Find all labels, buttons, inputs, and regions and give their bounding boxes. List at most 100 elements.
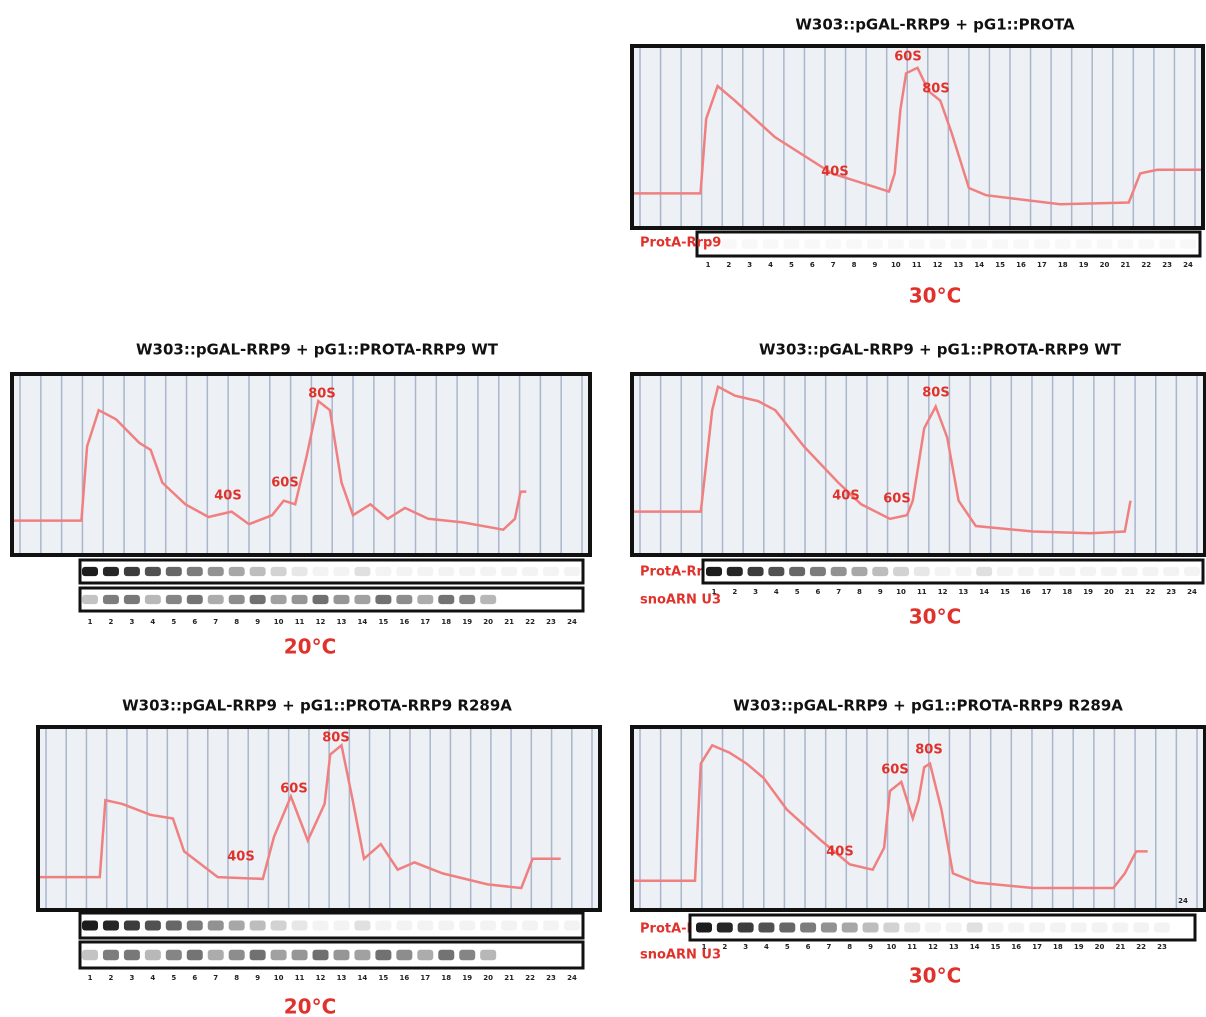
blot-band (249, 566, 266, 577)
lane-number: 17 (1032, 943, 1042, 951)
blot-band (564, 920, 580, 931)
blot-band (375, 920, 392, 931)
lane-number: 19 (1079, 261, 1089, 269)
lane-number: 6 (810, 261, 815, 269)
blot-band (438, 949, 455, 961)
blot-band (763, 239, 779, 249)
lane-number: 2 (722, 943, 727, 951)
blot-band (1154, 922, 1170, 933)
absorbance-profile (632, 743, 1148, 890)
peak-label: 80S (922, 82, 949, 97)
blot-band (312, 594, 329, 605)
blot-band (522, 566, 539, 577)
lane-number: 19 (462, 974, 472, 982)
blot-band (1029, 922, 1046, 933)
lane-number: 8 (234, 618, 239, 626)
lane-number: 10 (274, 618, 284, 626)
blot-band (1034, 239, 1050, 249)
lane-number: 24 (1187, 588, 1197, 596)
lane-number: 5 (789, 261, 794, 269)
lane-number: 1 (88, 974, 93, 982)
lane-number: 20 (483, 618, 493, 626)
lane-number: 24 (567, 974, 577, 982)
blot-band (228, 566, 245, 577)
blot-band (144, 920, 161, 931)
lane-number: 5 (785, 943, 790, 951)
blot-strip (695, 230, 1202, 258)
lane-number: 14 (358, 974, 368, 982)
profile-frame (10, 372, 592, 557)
peak-label: 60S (280, 782, 307, 797)
absorbance-profile (38, 743, 561, 890)
blot-band (830, 566, 847, 577)
blot-band (883, 922, 900, 933)
profile-background (12, 374, 590, 555)
peak-label: 60S (883, 492, 910, 507)
lane-number: 10 (896, 588, 906, 596)
blot-band (1013, 239, 1029, 249)
blot-band (186, 566, 203, 577)
lane-number: 18 (1053, 943, 1063, 951)
peak-label: 60S (894, 50, 921, 65)
blot-band (207, 566, 224, 577)
blot-band (1180, 239, 1196, 249)
temperature: 30°C (909, 284, 962, 308)
blot-band (862, 922, 879, 933)
lane-number: 17 (1042, 588, 1052, 596)
lane-number: 3 (129, 974, 134, 982)
band-label: snoARN U3 (640, 948, 721, 963)
blot-band (925, 922, 941, 933)
blot-band (333, 949, 350, 961)
lane-number: 14 (358, 618, 368, 626)
lane-number: 8 (847, 943, 852, 951)
lane-number: 6 (192, 618, 197, 626)
blot-band (913, 566, 930, 577)
blot-band (996, 566, 1013, 577)
lane-number: 17 (420, 618, 430, 626)
blot-band (291, 594, 308, 605)
blot-band (846, 239, 862, 249)
blot-band (742, 239, 758, 249)
peak-label: 40S (826, 845, 853, 860)
peak-label: 60S (881, 763, 908, 778)
blot-band (800, 922, 817, 933)
blot-band (501, 920, 518, 931)
blot-band (270, 566, 287, 577)
lane-number: 22 (1141, 261, 1151, 269)
lane-number: 14 (974, 261, 984, 269)
lane-number: 19 (1074, 943, 1084, 951)
blot-band (123, 949, 140, 961)
blot-band (721, 239, 737, 249)
blot-band (333, 594, 350, 605)
lane-number: 10 (886, 943, 896, 951)
lane-number: 22 (1146, 588, 1156, 596)
lane-number: 1 (706, 261, 711, 269)
blot-strip (701, 558, 1205, 585)
blot-band (1133, 922, 1150, 933)
blot-band (102, 594, 119, 605)
lane-number: 11 (912, 261, 922, 269)
panel-title: W303::pGAL-RRP9 + pG1::PROTA-RRP9 WT (136, 341, 499, 359)
profile-frame (630, 44, 1205, 230)
blot-band (459, 920, 476, 931)
blot-band (696, 922, 712, 933)
lane-number: 23 (546, 618, 556, 626)
blot-band (1070, 922, 1087, 933)
blot-band (123, 920, 140, 931)
blot-band (851, 566, 868, 577)
blot-band (976, 566, 993, 577)
blot-band (228, 949, 245, 961)
lane-number: 2 (109, 974, 114, 982)
panel-title: W303::pGAL-RRP9 + pG1::PROTA-RRP9 R289A (733, 697, 1123, 715)
lane-number: 4 (150, 974, 155, 982)
profile-background (632, 46, 1203, 228)
blot-band (165, 594, 182, 605)
blot-band (564, 566, 580, 577)
lane-number: 6 (806, 943, 811, 951)
blot-band (270, 949, 287, 961)
lane-number: 5 (171, 618, 176, 626)
peak-label: 80S (915, 743, 942, 758)
blot-band (841, 922, 858, 933)
lane-number: 9 (878, 588, 883, 596)
panel-title: W303::pGAL-RRP9 + pG1::PROTA-RRP9 WT (759, 341, 1122, 359)
